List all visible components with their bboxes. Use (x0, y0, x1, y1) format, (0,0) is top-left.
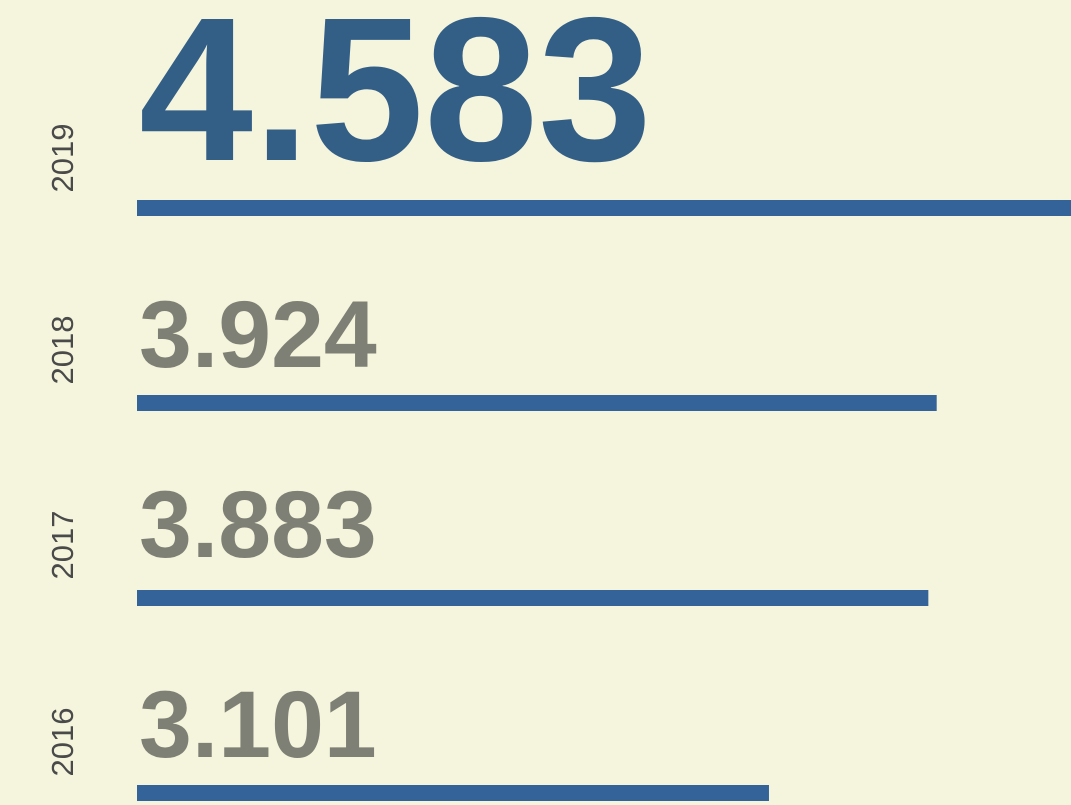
bar (137, 200, 1071, 216)
bar (137, 590, 929, 606)
bar (137, 785, 769, 801)
value-label: 3.883 (139, 472, 377, 578)
year-label: 2016 (45, 708, 80, 777)
value-label: 4.583 (139, 0, 652, 204)
value-label: 3.924 (139, 282, 377, 388)
year-label: 2018 (45, 316, 80, 385)
value-label: 3.101 (139, 672, 377, 778)
bar (137, 395, 937, 411)
year-label: 2017 (45, 511, 80, 580)
year-label: 2019 (45, 124, 80, 193)
